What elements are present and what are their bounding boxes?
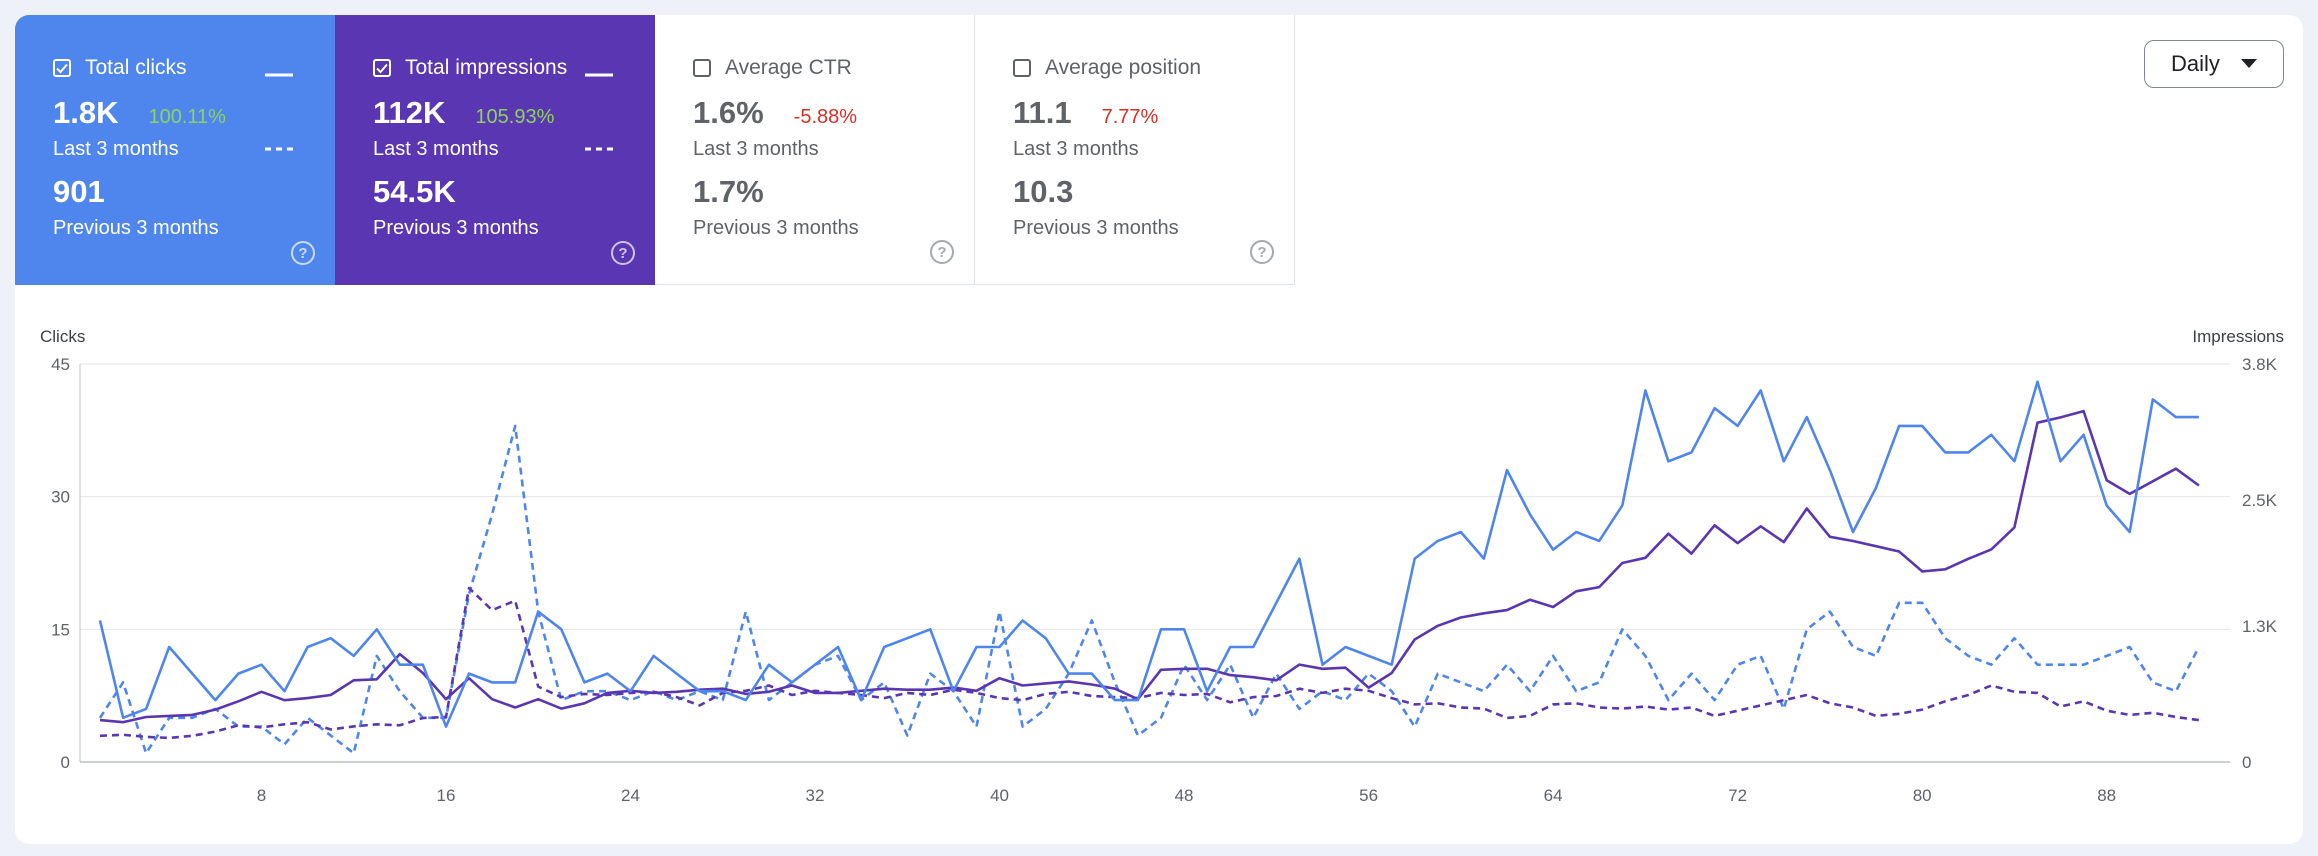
checkbox-icon[interactable] — [693, 59, 711, 77]
y-right-tick-label: 3.8K — [2242, 355, 2278, 374]
help-icon[interactable]: ? — [1250, 240, 1274, 264]
x-tick-label: 48 — [1175, 786, 1194, 805]
y-right-axis-title: Impressions — [2192, 327, 2284, 346]
x-tick-label: 32 — [806, 786, 825, 805]
granularity-selected-value: Daily — [2171, 51, 2220, 76]
metric-current-value: 112K — [373, 95, 446, 130]
y-left-tick-label: 30 — [51, 488, 70, 507]
x-tick-label: 24 — [621, 786, 640, 805]
help-icon[interactable]: ? — [930, 240, 954, 264]
series-line-impressions-last — [99, 409, 2200, 724]
metric-change: 7.77% — [1101, 106, 1159, 128]
performance-panel: Total clicks 1.8K 100.11% Last 3 months … — [15, 15, 2303, 844]
y-left-tick-label: 15 — [51, 620, 70, 639]
metric-previous-value: 54.5K — [373, 174, 456, 209]
x-tick-label: 64 — [1544, 786, 1563, 805]
metric-current-label: Last 3 months — [373, 138, 499, 160]
performance-chart: 0 15 30 45 0 1.3K 2.5K 3.8K Clicks Impressions 8 16… — [40, 327, 2284, 805]
metric-title: Total impressions — [405, 56, 568, 79]
x-tick-label: 16 — [437, 786, 456, 805]
metric-previous-value: 10.3 — [1013, 174, 1074, 209]
x-tick-label: 40 — [990, 786, 1009, 805]
metric-change: 100.11% — [148, 106, 226, 128]
metric-title: Average position — [1045, 56, 1202, 79]
y-left-tick-label: 0 — [61, 753, 70, 772]
granularity-dropdown[interactable]: Daily — [2144, 40, 2284, 88]
help-icon[interactable]: ? — [611, 241, 635, 265]
x-tick-label: 80 — [1913, 786, 1932, 805]
metric-current-label: Last 3 months — [693, 138, 819, 160]
checkbox-icon[interactable] — [1013, 59, 1031, 77]
metric-title: Average CTR — [725, 56, 852, 79]
checkbox-icon[interactable] — [373, 59, 391, 77]
x-tick-label: 88 — [2097, 786, 2116, 805]
solid-line-legend-icon — [265, 73, 293, 77]
metric-change: -5.88% — [793, 106, 858, 128]
metric-card-average-position[interactable]: Average position 11.1 7.77% Last 3 month… — [975, 15, 1295, 285]
dashed-line-legend-icon — [585, 147, 613, 151]
metric-current-label: Last 3 months — [53, 138, 179, 160]
metric-previous-label: Previous 3 months — [53, 217, 219, 239]
metric-previous-label: Previous 3 months — [1013, 217, 1179, 239]
metric-change: 105.93% — [475, 106, 555, 128]
checkbox-icon[interactable] — [53, 59, 71, 77]
x-tick-label: 8 — [257, 786, 266, 805]
metric-current-value: 1.6% — [693, 95, 764, 130]
y-right-tick-label: 1.3K — [2242, 617, 2278, 636]
series-line-clicks-prev — [98, 424, 2201, 755]
y-right-tick-label: 2.5K — [2242, 491, 2278, 510]
metric-title: Total clicks — [85, 56, 187, 79]
metric-current-label: Last 3 months — [1013, 138, 1139, 160]
y-left-tick-label: 45 — [51, 355, 70, 374]
metric-previous-label: Previous 3 months — [373, 217, 539, 239]
x-tick-label: 72 — [1728, 786, 1747, 805]
series-line-clicks-last — [98, 380, 2199, 728]
metric-current-value: 1.8K — [53, 95, 119, 130]
dashed-line-legend-icon — [265, 147, 293, 151]
metric-card-total-clicks[interactable]: Total clicks 1.8K 100.11% Last 3 months … — [15, 15, 335, 285]
metric-card-average-ctr[interactable]: Average CTR 1.6% -5.88% Last 3 months 1.… — [655, 15, 975, 285]
help-icon[interactable]: ? — [291, 241, 315, 265]
y-right-tick-label: 0 — [2242, 753, 2251, 772]
dropdown-arrow-icon — [2241, 59, 2257, 68]
metric-current-value: 11.1 — [1013, 95, 1072, 130]
metric-previous-value: 1.7% — [693, 174, 764, 209]
y-left-axis-title: Clicks — [40, 327, 85, 346]
metric-previous-value: 901 — [53, 174, 105, 209]
solid-line-legend-icon — [585, 73, 613, 77]
metric-card-total-impressions[interactable]: Total impressions 112K 105.93% Last 3 mo… — [335, 15, 655, 285]
metric-previous-label: Previous 3 months — [693, 217, 859, 239]
x-tick-label: 56 — [1359, 786, 1378, 805]
